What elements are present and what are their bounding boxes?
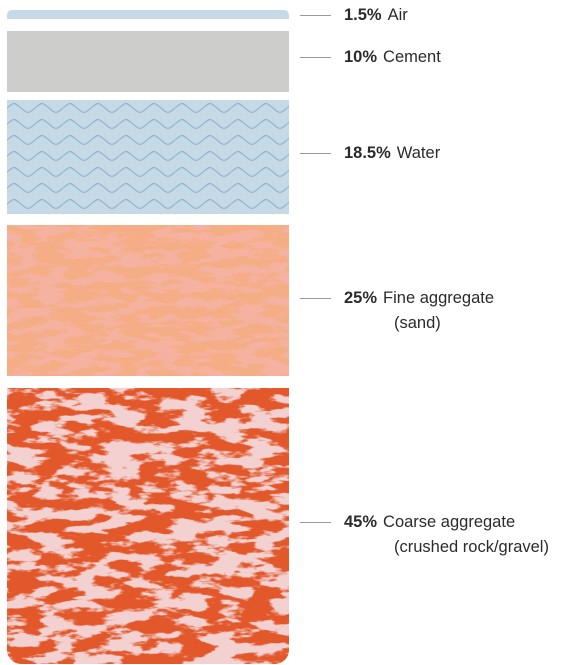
coarse-aggregate-subname: (crushed rock/gravel) [394,538,549,556]
fine-aggregate-leader-line [300,298,331,299]
fine-aggregate-layer [7,225,289,376]
coarse-aggregate-name: Coarse aggregate [383,513,516,531]
air-percent: 1.5% [344,6,382,24]
air-label: 1.5% Air [344,3,408,28]
fine-aggregate-label: 25% Fine aggregate (sand) [344,286,494,336]
water-name: Water [396,144,441,162]
coarse-aggregate-layer [7,388,289,664]
air-leader-line [300,15,331,16]
water-label: 18.5% Water [344,141,440,166]
fine-aggregate-percent: 25% [344,289,378,307]
cement-leader-line [300,57,331,58]
coarse-aggregate-percent: 45% [344,513,378,531]
air-name: Air [387,6,408,24]
air-layer [7,10,289,19]
fine-aggregate-name: Fine aggregate [383,289,495,307]
cement-percent: 10% [344,48,378,66]
cement-label: 10% Cement [344,45,441,70]
water-percent: 18.5% [344,144,391,162]
fine-aggregate-subname: (sand) [394,314,441,332]
water-leader-line [300,153,331,154]
cement-layer [7,31,289,92]
water-layer [7,100,289,214]
cement-name: Cement [383,48,441,66]
coarse-aggregate-label: 45% Coarse aggregate (crushed rock/gravel… [344,510,549,560]
coarse-aggregate-leader-line [300,522,331,523]
